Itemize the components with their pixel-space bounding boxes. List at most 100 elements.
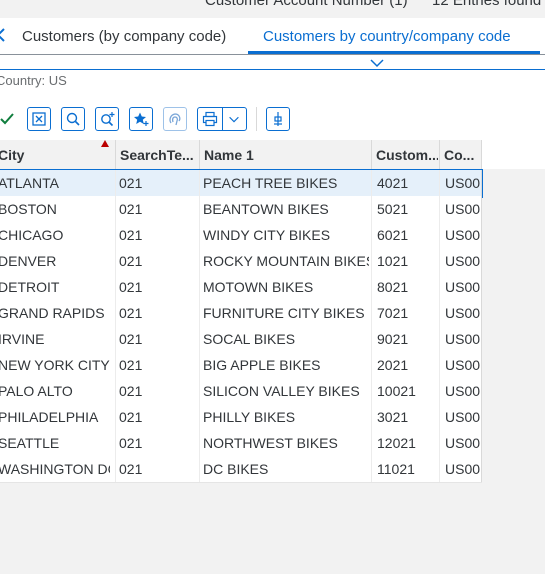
cell-name-1: SILICON VALLEY BIKES bbox=[203, 383, 360, 399]
cell-company-code: US00 bbox=[445, 409, 481, 425]
cell-customer: 1021 bbox=[377, 253, 409, 269]
cell-search-term: 021 bbox=[119, 383, 143, 399]
cell-company-code: US00 bbox=[445, 279, 481, 295]
cell-company-code: US00 bbox=[445, 435, 481, 451]
column-separator[interactable] bbox=[115, 140, 116, 169]
cell-city: DENVER bbox=[0, 253, 57, 269]
cell-search-term: 021 bbox=[119, 227, 143, 243]
table-row[interactable]: PHILADELPHIA 021 PHILLY BIKES 3021 US00 bbox=[0, 404, 482, 431]
table-row[interactable]: DENVER 021 ROCKY MOUNTAIN BIKES 1021 US0… bbox=[0, 248, 482, 275]
collapse-chevron-icon[interactable] bbox=[369, 56, 385, 68]
table-row[interactable]: GRAND RAPIDS 021 FURNITURE CITY BIKES 70… bbox=[0, 300, 482, 327]
column-header-search-term[interactable]: SearchTe... bbox=[120, 147, 194, 163]
table-header: City SearchTe... Name 1 Custom... Co... bbox=[0, 140, 482, 170]
tab-customers-by-country-company-code[interactable]: Customers by country/company code bbox=[263, 28, 511, 45]
table-row[interactable]: PALO ALTO 021 SILICON VALLEY BIKES 10021… bbox=[0, 378, 482, 405]
table-row[interactable]: BOSTON 021 BEANTOWN BIKES 5021 US00 bbox=[0, 196, 482, 223]
table-row[interactable]: ATLANTA 021 PEACH TREE BIKES 4021 US00 bbox=[0, 169, 483, 198]
cell-search-term: 021 bbox=[119, 357, 143, 373]
cell-name-1: PEACH TREE BIKES bbox=[203, 175, 338, 191]
chevron-down-icon[interactable] bbox=[227, 112, 241, 126]
column-header-customer[interactable]: Custom... bbox=[376, 147, 438, 163]
cell-city: CHICAGO bbox=[0, 227, 64, 243]
cell-customer: 12021 bbox=[377, 435, 416, 451]
cell-company-code: US00 bbox=[445, 175, 481, 191]
dialog-title-bar: Customer Account Number (1) 12 Entries f… bbox=[0, 0, 545, 18]
cell-name-1: BEANTOWN BIKES bbox=[203, 201, 329, 217]
cell-customer: 2021 bbox=[377, 357, 409, 373]
tab-customers-by-company-code[interactable]: Customers (by company code) bbox=[22, 28, 227, 45]
cell-search-term: 021 bbox=[119, 461, 143, 477]
search-icon[interactable] bbox=[61, 107, 85, 131]
column-separator[interactable] bbox=[371, 140, 372, 169]
column-separator[interactable] bbox=[439, 140, 440, 169]
active-tab-indicator bbox=[248, 51, 540, 54]
cell-name-1: BIG APPLE BIKES bbox=[203, 357, 321, 373]
cell-customer: 10021 bbox=[377, 383, 416, 399]
column-header-company-code[interactable]: Co... bbox=[444, 147, 475, 163]
cell-city: BOSTON bbox=[0, 201, 57, 217]
cell-company-code: US00 bbox=[445, 331, 481, 347]
table-row[interactable]: WASHINGTON DC 021 DC BIKES 11021 US00 bbox=[0, 456, 482, 483]
cell-name-1: MOTOWN BIKES bbox=[203, 279, 314, 295]
table-row[interactable]: IRVINE 021 SOCAL BIKES 9021 US00 bbox=[0, 326, 482, 353]
cell-customer: 7021 bbox=[377, 305, 409, 321]
column-separator[interactable] bbox=[199, 140, 200, 169]
cell-customer: 3021 bbox=[377, 409, 409, 425]
cell-city: NEW YORK CITY bbox=[0, 357, 110, 373]
cell-name-1: WINDY CITY BIKES bbox=[203, 227, 331, 243]
cell-customer: 4021 bbox=[377, 175, 409, 191]
cell-city: PALO ALTO bbox=[0, 383, 73, 399]
cell-city: SEATTLE bbox=[0, 435, 60, 451]
cell-name-1: SOCAL BIKES bbox=[203, 331, 296, 347]
cell-name-1: DC BIKES bbox=[203, 461, 269, 477]
touch-icon[interactable] bbox=[163, 107, 187, 131]
tab-bar: Customers (by company code) Customers by… bbox=[0, 18, 545, 55]
cell-search-term: 021 bbox=[119, 409, 143, 425]
favorite-add-icon[interactable] bbox=[129, 107, 153, 131]
personalize-icon[interactable] bbox=[266, 107, 290, 131]
column-header-name-1[interactable]: Name 1 bbox=[204, 147, 254, 163]
country-filter-label: Country: US bbox=[0, 73, 67, 88]
column-separator bbox=[481, 170, 482, 482]
sort-ascending-icon bbox=[101, 140, 109, 147]
cell-search-term: 021 bbox=[119, 175, 143, 191]
table-row[interactable]: CHICAGO 021 WINDY CITY BIKES 6021 US00 bbox=[0, 222, 482, 249]
table-row[interactable]: NEW YORK CITY 021 BIG APPLE BIKES 2021 U… bbox=[0, 352, 482, 379]
print-button[interactable] bbox=[197, 107, 247, 131]
cell-search-term: 021 bbox=[119, 201, 143, 217]
chevron-left-icon[interactable] bbox=[0, 27, 6, 48]
table-empty-area-bottom bbox=[0, 482, 545, 574]
table-row[interactable]: DETROIT 021 MOTOWN BIKES 8021 US00 bbox=[0, 274, 482, 301]
column-header-city[interactable]: City bbox=[0, 147, 25, 163]
entries-count: 12 Entries found bbox=[432, 0, 542, 9]
table-row[interactable]: SEATTLE 021 NORTHWEST BIKES 12021 US00 bbox=[0, 430, 482, 457]
table-toolbar bbox=[0, 104, 545, 134]
column-separator bbox=[115, 170, 116, 482]
checkmark-icon[interactable] bbox=[0, 107, 19, 131]
toolbar-separator bbox=[256, 107, 257, 131]
cell-city: ATLANTA bbox=[0, 175, 59, 191]
cell-company-code: US00 bbox=[445, 383, 481, 399]
cell-company-code: US00 bbox=[445, 461, 481, 477]
cell-city: IRVINE bbox=[0, 331, 45, 347]
column-separator bbox=[481, 140, 482, 169]
cell-name-1: ROCKY MOUNTAIN BIKES bbox=[203, 253, 369, 269]
split-divider bbox=[222, 108, 223, 130]
cell-city: DETROIT bbox=[0, 279, 60, 295]
cell-search-term: 021 bbox=[119, 435, 143, 451]
cell-search-term: 021 bbox=[119, 305, 143, 321]
search-plus-icon[interactable] bbox=[95, 107, 119, 131]
cell-search-term: 021 bbox=[119, 331, 143, 347]
cell-city: WASHINGTON DC bbox=[0, 461, 110, 477]
cell-search-term: 021 bbox=[119, 279, 143, 295]
cell-company-code: US00 bbox=[445, 253, 481, 269]
cell-company-code: US00 bbox=[445, 357, 481, 373]
cell-name-1: PHILLY BIKES bbox=[203, 409, 296, 425]
cancel-icon[interactable] bbox=[27, 107, 51, 131]
cell-search-term: 021 bbox=[119, 253, 143, 269]
header-collapse-bar bbox=[0, 55, 545, 70]
cell-company-code: US00 bbox=[445, 305, 481, 321]
cell-customer: 6021 bbox=[377, 227, 409, 243]
cell-customer: 11021 bbox=[377, 461, 415, 477]
